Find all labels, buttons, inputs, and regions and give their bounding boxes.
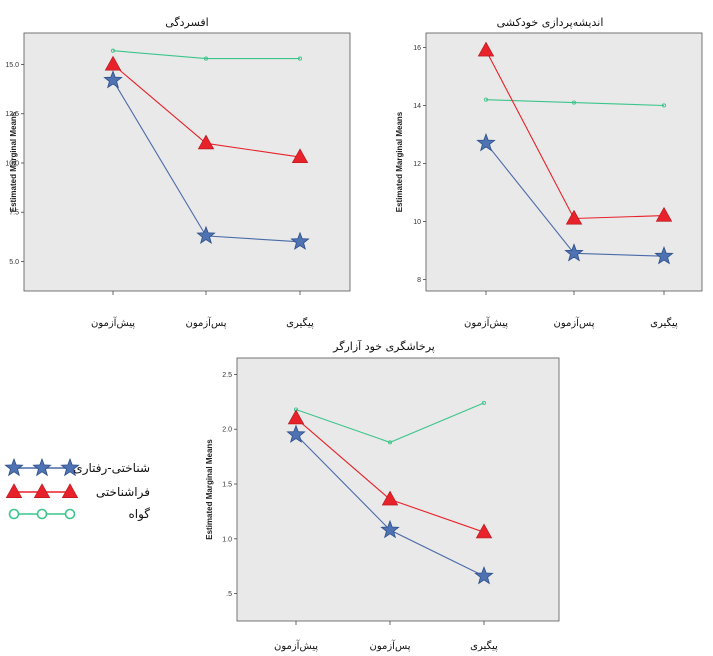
data-point xyxy=(197,134,215,150)
y-tick-label: 10.0 xyxy=(5,160,19,167)
y-tick-label: 8 xyxy=(417,277,421,284)
legend-circle-icon xyxy=(64,508,76,520)
series-line-3 xyxy=(112,50,300,60)
x-category-label: پیگیری xyxy=(286,317,314,329)
legend-star-icon xyxy=(32,457,52,477)
data-point xyxy=(474,565,494,585)
data-point xyxy=(196,225,216,245)
data-point xyxy=(103,70,123,89)
plot-area xyxy=(425,32,703,292)
y-tick-label: 2.5 xyxy=(222,372,232,379)
data-point xyxy=(661,103,667,108)
y-tick-label: .5 xyxy=(226,591,232,598)
x-category-label: پیش‌آزمون xyxy=(274,639,318,652)
data-point xyxy=(203,56,209,61)
legend-label: گواه xyxy=(128,507,150,522)
plot-area xyxy=(236,357,560,622)
legend-item-3: گواه xyxy=(8,507,150,522)
data-point xyxy=(381,490,399,506)
y-tick-label: 7.5 xyxy=(9,210,19,217)
chart-panel-2: اندیشه‌پردازی خودکشی Estimated Marginal M… xyxy=(395,16,703,329)
x-category-label: پیگیری xyxy=(650,317,678,329)
x-category-label: پیگیری xyxy=(470,640,498,652)
y-axis-label: Estimated Marginal Means xyxy=(395,111,404,212)
x-category-label: پیش‌آزمون xyxy=(464,316,508,329)
y-axis-label: Estimated Marginal Means xyxy=(9,111,18,212)
y-tick-label: 10 xyxy=(413,219,421,226)
data-point xyxy=(297,56,303,61)
data-point xyxy=(655,206,673,222)
data-point xyxy=(286,424,306,443)
legend-label: فراشناختی xyxy=(96,485,150,500)
y-tick-label: 1.0 xyxy=(222,536,232,543)
legend-triangle-icon xyxy=(33,483,51,498)
chart-panel-3: پرخاشگری خود آزارگر Estimated Marginal Me… xyxy=(205,339,560,652)
legend-item-1: شناختی-رفتاری xyxy=(4,457,150,477)
legend-label: شناختی-رفتاری xyxy=(73,461,150,476)
legend-star-icon xyxy=(60,457,80,477)
chart-title: اندیشه‌پردازی خودکشی xyxy=(497,16,604,29)
data-point xyxy=(483,97,489,102)
legend-item-2: فراشناختی xyxy=(5,483,150,500)
chart-panel-1: افسردگی Estimated Marginal Means 5.0 7.5 10.… xyxy=(5,16,351,329)
series-line-3 xyxy=(485,99,665,107)
x-category-label: پیش‌آزمون xyxy=(91,316,135,329)
data-point xyxy=(571,100,577,105)
y-tick-label: 1.5 xyxy=(222,482,232,489)
legend: شناختی-رفتاری فراشناختی گواه xyxy=(4,457,150,522)
x-category-label: پس‌آزمون xyxy=(369,639,410,652)
x-category-label: پس‌آزمون xyxy=(553,316,594,329)
data-point xyxy=(654,246,674,265)
data-point xyxy=(290,231,310,250)
legend-star-icon xyxy=(4,457,24,477)
chart-panels: افسردگی Estimated Marginal Means 5.0 7.5 10.… xyxy=(5,16,703,652)
legend-triangle-icon xyxy=(61,483,79,498)
y-tick-label: 5.0 xyxy=(9,259,19,266)
data-point xyxy=(380,519,400,539)
chart-title: افسردگی xyxy=(165,16,209,29)
data-point xyxy=(476,133,496,152)
chart-title: پرخاشگری خود آزارگر xyxy=(332,339,435,353)
data-point xyxy=(481,400,487,405)
y-tick-label: 14 xyxy=(413,103,421,110)
data-point xyxy=(475,523,493,539)
data-point xyxy=(291,148,309,164)
data-point xyxy=(387,440,393,445)
y-axis-label: Estimated Marginal Means xyxy=(205,439,214,540)
data-point xyxy=(287,409,305,425)
y-tick-label: 15.0 xyxy=(5,62,19,69)
data-point xyxy=(564,243,584,262)
y-tick-label: 16 xyxy=(413,45,421,52)
x-category-label: پس‌آزمون xyxy=(185,316,226,329)
y-tick-label: 12.5 xyxy=(5,111,19,118)
series-line-3 xyxy=(295,402,485,443)
legend-circle-icon xyxy=(8,508,20,520)
y-tick-label: 2.0 xyxy=(222,427,232,434)
legend-circle-icon xyxy=(36,508,48,520)
data-point xyxy=(565,209,583,225)
legend-triangle-icon xyxy=(5,483,23,498)
y-tick-label: 12 xyxy=(413,161,421,168)
data-point xyxy=(110,48,116,53)
data-point xyxy=(477,41,495,57)
